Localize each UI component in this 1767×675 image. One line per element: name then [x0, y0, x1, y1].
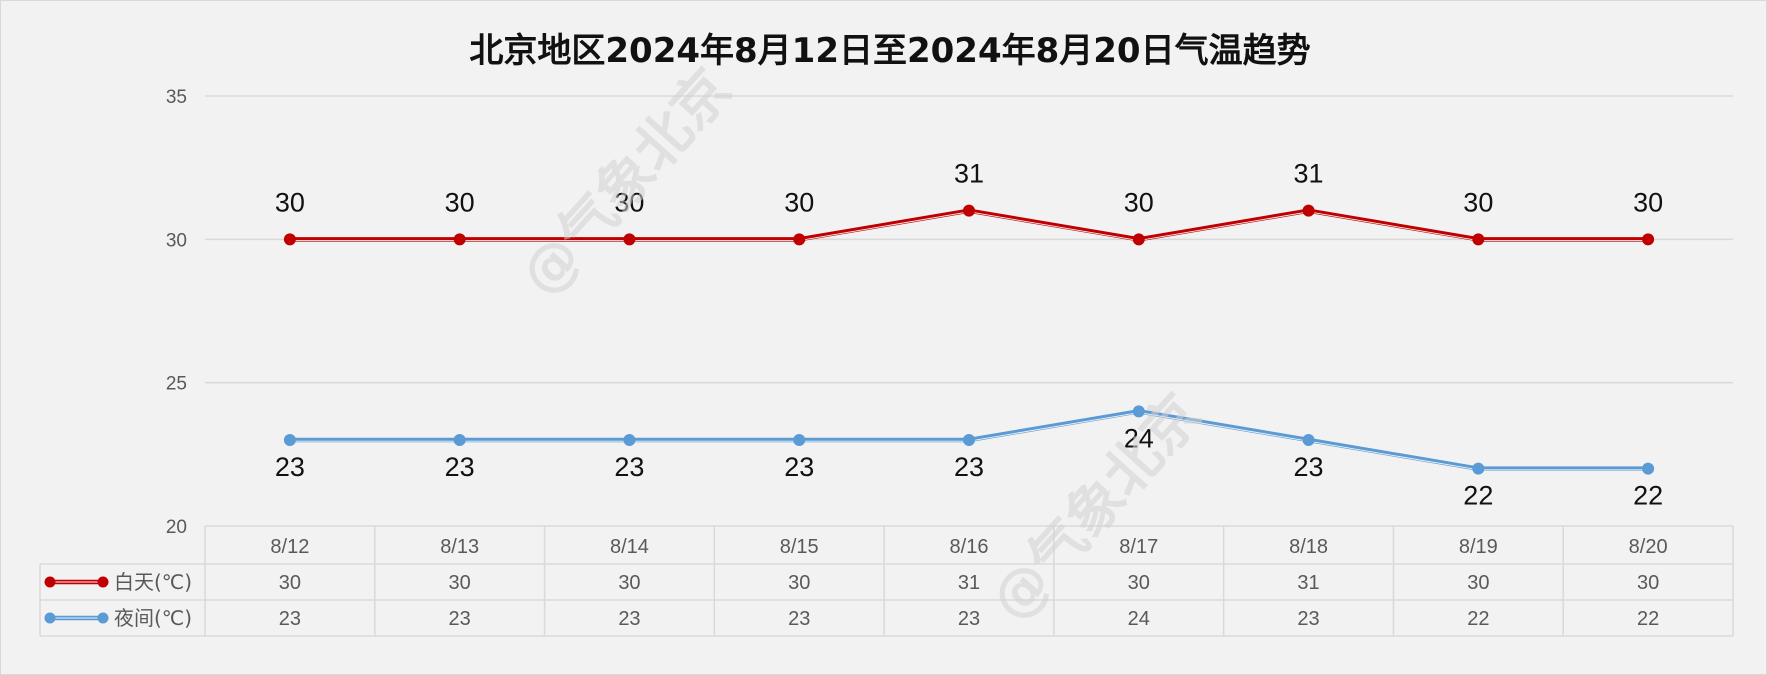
data-label: 30	[784, 187, 814, 217]
table-cell: 23	[1297, 608, 1319, 630]
table-cell: 22	[1637, 608, 1659, 630]
table-cell: 31	[1297, 572, 1319, 594]
data-point	[963, 434, 975, 446]
data-point	[453, 434, 466, 446]
x-tick-label: 8/19	[1459, 536, 1498, 558]
data-point	[793, 434, 806, 446]
x-tick-label: 8/13	[440, 536, 479, 558]
x-tick-label: 8/12	[270, 536, 309, 558]
data-point	[1302, 434, 1315, 446]
data-point	[1472, 462, 1485, 475]
data-label: 30	[1463, 187, 1493, 217]
data-label: 30	[445, 187, 475, 217]
table-cell: 22	[1467, 608, 1489, 630]
data-point	[283, 233, 296, 246]
x-tick-label: 8/14	[610, 536, 649, 558]
table-cell: 31	[958, 572, 980, 594]
data-label: 30	[1633, 187, 1663, 217]
data-label: 23	[614, 452, 644, 482]
chart-title: 北京地区2024年8月12日至2024年8月20日气温趋势	[469, 31, 1310, 71]
table-cell: 30	[1467, 572, 1489, 594]
x-tick-label: 8/18	[1289, 536, 1328, 558]
data-table: 8/12 8/13 8/14 8/15 8/16 8/17 8/18 8/19 8/20 白天(℃…	[39, 525, 1734, 637]
data-point	[1642, 462, 1655, 475]
data-label: 31	[1294, 159, 1324, 189]
data-label: 31	[954, 159, 984, 189]
data-point	[793, 233, 806, 246]
x-tick-label: 8/15	[780, 536, 819, 558]
data-point	[453, 233, 466, 246]
table-cell: 30	[449, 572, 471, 594]
table-cell: 30	[279, 572, 301, 594]
data-label: 22	[1463, 481, 1493, 511]
legend-label: 夜间(℃)	[114, 606, 192, 630]
data-label: 24	[1124, 423, 1154, 453]
x-tick-label: 8/16	[950, 536, 989, 558]
data-point	[963, 204, 975, 217]
table-cell: 23	[788, 608, 810, 630]
data-point	[623, 233, 636, 246]
y-tick-label: 30	[166, 230, 187, 251]
table-cell: 30	[618, 572, 640, 594]
table-cell: 30	[1128, 572, 1150, 594]
data-point	[1642, 233, 1655, 246]
x-tick-label: 8/20	[1629, 536, 1668, 558]
y-axis: 20 25 30 35	[166, 87, 187, 538]
table-cell: 23	[449, 608, 471, 630]
data-label: 30	[275, 187, 305, 217]
table-cell: 23	[958, 608, 980, 630]
data-point	[1472, 233, 1485, 246]
legend-key-0	[44, 576, 109, 588]
data-point	[623, 434, 636, 446]
data-label: 23	[954, 452, 984, 482]
data-point	[283, 434, 296, 446]
table-cell: 23	[279, 608, 301, 630]
data-label: 23	[784, 452, 814, 482]
data-label: 30	[1124, 187, 1154, 217]
y-tick-label: 20	[166, 517, 187, 538]
y-tick-label: 35	[166, 87, 187, 108]
data-point	[1132, 233, 1145, 246]
data-label: 23	[1294, 452, 1324, 482]
data-label: 23	[445, 452, 475, 482]
table-cell: 23	[618, 608, 640, 630]
table-cell: 30	[1637, 572, 1659, 594]
legend-key-1	[44, 612, 109, 624]
data-label: 22	[1633, 481, 1663, 511]
data-point	[1132, 405, 1145, 418]
x-tick-label: 8/17	[1119, 536, 1158, 558]
data-label: 30	[614, 187, 644, 217]
legend-label: 白天(℃)	[114, 570, 192, 594]
data-point	[1302, 204, 1315, 217]
table-cell: 24	[1128, 608, 1150, 630]
series-group: 30 30 30 30 31 30 31 30 30 23 23 23 23 23 24 23 22 22	[275, 159, 1663, 511]
data-label: 23	[275, 452, 305, 482]
y-tick-label: 25	[166, 374, 187, 395]
table-cell: 30	[788, 572, 810, 594]
